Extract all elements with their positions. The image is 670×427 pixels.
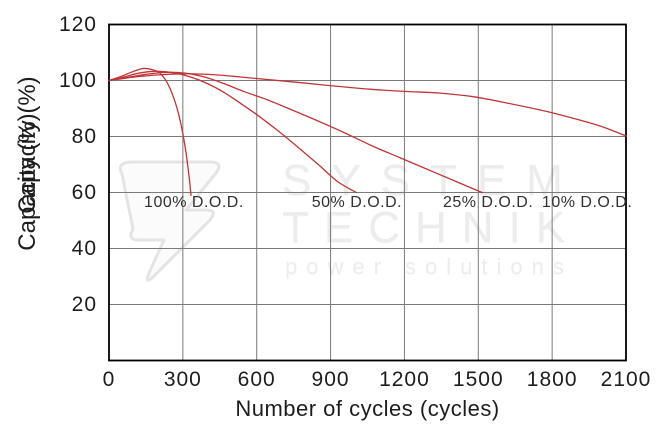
curve-10-d-o-d-: [108, 73, 627, 137]
curve-25-d-o-d-: [108, 71, 483, 194]
watermark-word-technik: TECHNIK: [282, 203, 581, 252]
curve-100-d-o-d-: [108, 67, 192, 196]
watermark-word-system: SYSTEM: [282, 156, 583, 205]
lightning-bolt-icon: [118, 160, 221, 282]
watermark-word-power-solutions: power solutions: [285, 254, 573, 279]
curve-50-d-o-d-: [108, 70, 358, 194]
